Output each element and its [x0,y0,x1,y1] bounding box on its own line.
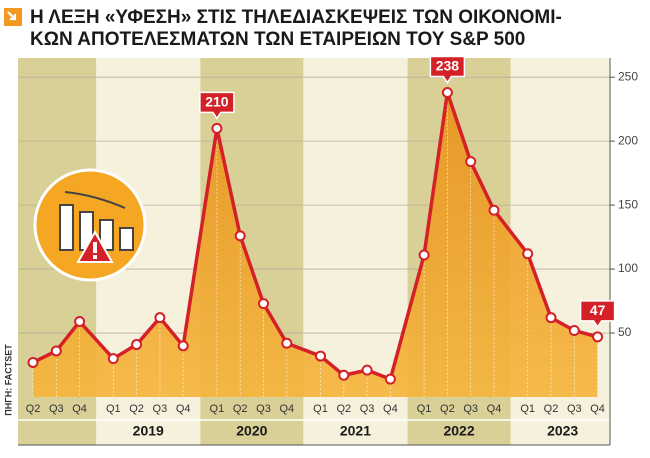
point [27,356,39,368]
x-tick-label: Q4 [176,403,191,415]
year-label: 2023 [547,423,578,439]
y-tick-label: 150 [618,197,638,211]
area [33,92,598,398]
point [568,324,580,336]
chart-title: ΚΩΝ ΑΠΟΤΕΛΕΣΜΑΤΩΝ ΤΩΝ ΕΤΑΙΡΕΙΩΝ ΤΟΥ S&P … [30,29,525,50]
point [465,156,477,168]
point [131,339,143,351]
point [107,353,119,365]
x-tick-label: Q2 [129,403,144,415]
x-tick-label: Q1 [210,403,225,415]
point [592,331,604,343]
year-label: 2022 [443,423,474,439]
x-tick-label: Q2 [233,403,248,415]
point [522,248,534,260]
point [545,312,557,324]
x-tick-label: Q2 [26,403,41,415]
y-tick-label: 200 [618,133,638,147]
x-tick-label: Q3 [153,403,168,415]
point [50,345,62,357]
value-label-box [579,300,616,329]
point [177,340,189,352]
warning-icon [33,168,147,282]
x-tick-label: Q4 [279,403,294,415]
value-label: 238 [436,58,460,74]
point [315,350,326,362]
point [74,316,86,328]
value-label-box [199,91,235,120]
x-tick-label: Q1 [313,403,328,415]
x-tick-label: Q1 [520,403,535,415]
y-tick-label: 250 [618,69,638,83]
x-tick-label: Q2 [440,403,455,415]
x-tick-label: Q4 [590,403,605,415]
x-tick-label: Q3 [360,403,375,415]
value-label: 210 [205,94,229,110]
year-label: 2021 [340,423,371,439]
x-tick-label: Q2 [336,403,351,415]
point [234,230,246,242]
point [258,298,269,310]
point [154,312,166,324]
point [361,364,373,376]
value-label-box [429,55,466,84]
chart-title: Η ΛΕΞΗ «ΥΦΕΣΗ» ΣΤΙΣ ΤΗΛΕΔΙΑΣΚΕΨΕΙΣ ΤΩΝ Ο… [30,7,562,28]
point [384,373,396,385]
source: ΠΗΓΗ: FACTSET [3,344,13,416]
y-tick-label: 100 [618,261,638,275]
x-tick-label: Q4 [383,403,398,415]
point [488,204,500,216]
x-tick-label: Q2 [544,403,559,415]
point [281,337,293,349]
x-tick-label: Q3 [49,403,64,415]
x-tick-label: Q3 [567,403,582,415]
x-tick-label: Q1 [106,403,121,415]
point [441,87,453,99]
point [338,369,350,381]
title-icon-arrow [7,11,17,21]
value-label: 47 [590,302,606,318]
year-label: 2020 [236,423,267,439]
year-label: 2019 [133,423,164,439]
x-tick-label: Q3 [256,403,271,415]
x-tick-label: Q4 [72,403,87,415]
x-tick-label: Q4 [487,403,502,415]
y-tick-label: 50 [618,325,632,339]
point [211,122,223,134]
x-tick-label: Q1 [417,403,432,415]
point [418,249,430,261]
x-tick-label: Q3 [463,403,478,415]
